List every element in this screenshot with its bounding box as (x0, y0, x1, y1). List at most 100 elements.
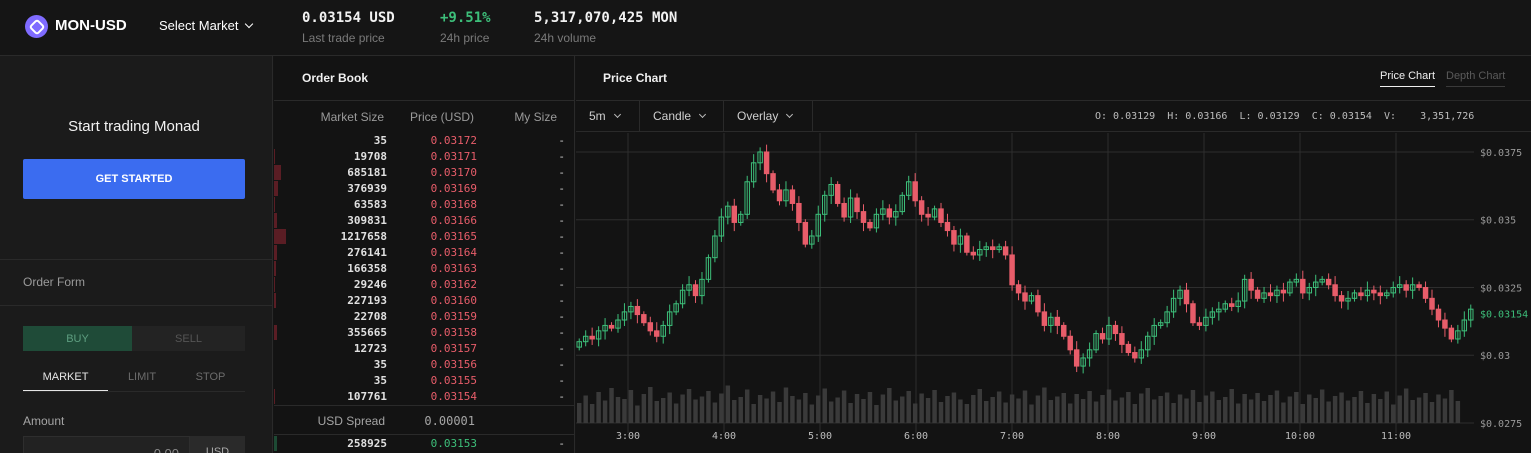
overlay-dropdown[interactable]: Overlay (724, 101, 813, 131)
ask-row[interactable]: 166358 0.03163 - (274, 261, 575, 277)
volume-bar (1145, 388, 1150, 423)
chevron-down-icon (698, 110, 707, 119)
candle-body (686, 284, 692, 291)
ask-row[interactable]: 29246 0.03162 - (274, 277, 575, 293)
candle-body (1073, 349, 1080, 367)
volume-bar (938, 402, 944, 423)
ask-row[interactable]: 19708 0.03171 - (274, 149, 575, 165)
chevron-down-icon (786, 110, 794, 119)
divider (0, 259, 273, 260)
volume-bar (1300, 404, 1306, 423)
candle-body (1196, 322, 1203, 326)
candle-body (983, 246, 989, 251)
header-price: Price (USD) (409, 110, 474, 124)
candle-body (628, 305, 634, 313)
ask-row[interactable]: 22708 0.03159 - (274, 309, 575, 325)
ask-row[interactable]: 276141 0.03164 - (274, 245, 575, 261)
candle-body (1455, 330, 1461, 340)
ask-row[interactable]: 12723 0.03157 - (274, 341, 575, 357)
ask-row[interactable]: 309831 0.03166 - (274, 213, 575, 229)
ask-size: 29246 (353, 278, 387, 291)
bid-row[interactable]: 258925 0.03153 - (274, 436, 575, 452)
ask-size: 309831 (347, 214, 387, 227)
candle-body (712, 235, 718, 259)
amount-unit[interactable]: USD (190, 436, 245, 453)
volume-bar (1416, 397, 1422, 423)
volume-bar (932, 390, 937, 423)
volume-bar (693, 399, 698, 423)
ask-size: 685181 (347, 166, 387, 179)
ask-price: 0.03157 (430, 342, 477, 355)
amount-input[interactable]: 0.00 (23, 436, 190, 453)
ask-my-size: - (558, 326, 565, 339)
ask-row[interactable]: 35 0.03155 - (274, 373, 575, 389)
ask-row[interactable]: 1217658 0.03165 - (274, 229, 575, 245)
bid-my-size: - (558, 437, 565, 450)
volume-bar (958, 399, 963, 423)
candle-body (1125, 343, 1132, 354)
ask-row[interactable]: 35 0.03172 - (274, 133, 575, 149)
stat-24h-price: +9.51% 24h price (440, 10, 491, 45)
volume-bar (1126, 392, 1131, 423)
volume-bar (1035, 395, 1041, 423)
ask-row[interactable]: 355665 0.03158 - (274, 325, 575, 341)
ask-row[interactable]: 685181 0.03170 - (274, 165, 575, 181)
ask-row[interactable]: 227193 0.03160 - (274, 293, 575, 309)
ask-my-size: - (558, 246, 565, 259)
interval-dropdown[interactable]: 5m (576, 101, 640, 131)
x-tick-label: 5:00 (808, 431, 832, 442)
tab-stop[interactable]: STOP (195, 371, 226, 383)
volume-bar (1067, 403, 1073, 423)
ask-row[interactable]: 107761 0.03154 - (274, 389, 575, 405)
volume-bar (1042, 387, 1047, 423)
volume-bar (1132, 404, 1138, 423)
tab-price-chart[interactable]: Price Chart (1380, 70, 1436, 87)
candle-body (996, 246, 1002, 251)
sell-button[interactable]: SELL (132, 326, 245, 351)
select-market-dropdown[interactable]: Select Market (159, 18, 254, 33)
volume-bar (1177, 394, 1183, 423)
candle-body (1048, 316, 1054, 326)
candle-body (595, 330, 602, 340)
ask-row[interactable]: 376939 0.03169 - (274, 181, 575, 197)
stat-label: Last trade price (302, 31, 385, 45)
stat-value: 0.03154 USD (302, 10, 395, 26)
candle-body (1022, 292, 1028, 302)
candle-body (1384, 292, 1390, 297)
tab-depth-chart[interactable]: Depth Chart (1446, 70, 1506, 87)
volume-bar (816, 395, 821, 423)
price-chart-title: Price Chart (603, 71, 668, 85)
candle-body (1119, 333, 1125, 345)
candle-body (931, 208, 938, 218)
x-tick-label: 6:00 (904, 431, 928, 442)
candlestick-chart[interactable]: $0.0375 $0.035 $0.0325 $0.03 $0.0275 3:00 4:00… (576, 133, 1531, 453)
ask-price: 0.03166 (430, 214, 477, 227)
candle-body (582, 335, 589, 343)
candle-body (1145, 335, 1151, 351)
volume-bar (1397, 395, 1402, 423)
volume-bar (1119, 397, 1125, 423)
ask-price: 0.03154 (430, 390, 477, 403)
chart-type-dropdown[interactable]: Candle (640, 101, 724, 131)
candle-body (905, 181, 912, 196)
candle-body (1209, 311, 1216, 318)
candle-body (880, 208, 886, 215)
ask-my-size: - (558, 374, 565, 387)
volume-bar (648, 387, 653, 423)
ask-size: 355665 (347, 326, 387, 339)
ask-size: 19708 (353, 150, 387, 163)
tab-limit[interactable]: LIMIT (127, 371, 157, 383)
volume-bar (990, 397, 995, 423)
volume-bar (1009, 394, 1015, 423)
volume-bar (1313, 398, 1318, 423)
candle-body (1229, 303, 1235, 307)
ask-price: 0.03156 (430, 358, 477, 371)
ask-row[interactable]: 63583 0.03168 - (274, 197, 575, 213)
ask-row[interactable]: 35 0.03156 - (274, 357, 575, 373)
tab-market[interactable]: MARKET (23, 371, 108, 392)
volume-bar (751, 404, 756, 423)
candle-body (789, 189, 796, 204)
get-started-button[interactable]: GET STARTED (23, 159, 245, 199)
buy-button[interactable]: BUY (23, 326, 132, 351)
ask-size: 35 (373, 374, 387, 387)
